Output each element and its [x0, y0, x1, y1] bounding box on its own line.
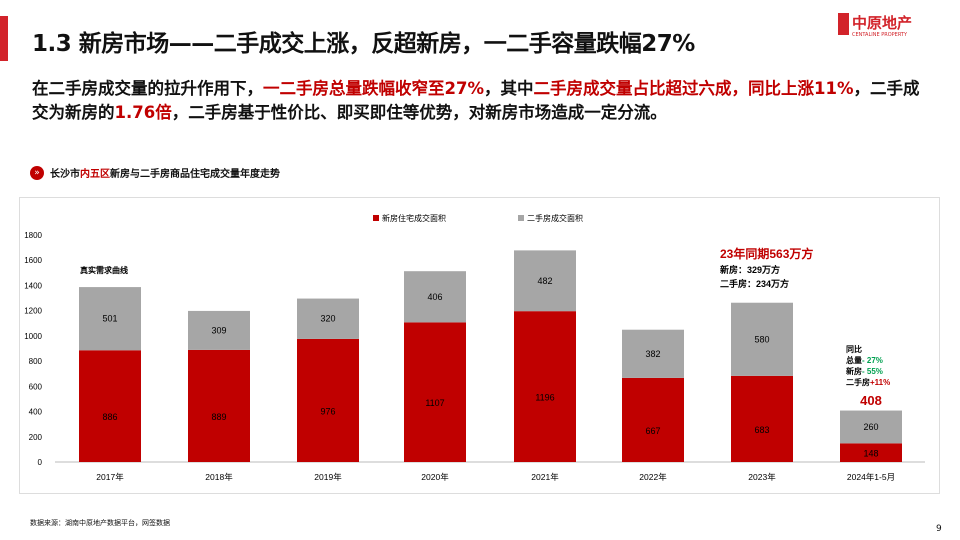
- bar-new: [188, 349, 250, 462]
- data-label-new: 1107: [425, 398, 444, 408]
- x-tick-label: 2021年: [531, 472, 559, 482]
- x-tick-label: 2017年: [96, 472, 124, 482]
- y-tick-label: 600: [29, 382, 43, 391]
- legend-label-new: 新房住宅成交面积: [382, 213, 446, 223]
- logo-seal-icon: [838, 12, 849, 35]
- bar-second: [188, 310, 250, 350]
- data-label-new: 667: [645, 426, 660, 436]
- x-tick-label: 2022年: [639, 472, 667, 482]
- bar-new: [840, 443, 902, 462]
- page-number: 9: [936, 524, 942, 534]
- data-label-new: 148: [863, 449, 878, 459]
- page-title: 1.3 新房市场——二手成交上涨，反超新房，一二手容量跌幅27%: [32, 31, 695, 57]
- bar-new: [297, 338, 359, 462]
- bar-new: [404, 322, 466, 462]
- centaline-logo: 中原地产 CENTALINE PROPERTY: [838, 12, 912, 38]
- x-tick-label: 2019年: [314, 472, 342, 482]
- legend-swatch-new: [373, 215, 379, 221]
- bar-second: [297, 298, 359, 339]
- bar-second: [79, 287, 141, 351]
- bar-second: [404, 271, 466, 323]
- data-label-second: 406: [427, 292, 442, 302]
- y-tick-label: 200: [29, 433, 43, 442]
- bar-new: [79, 350, 141, 462]
- same-period-total: 23年同期563万方: [720, 246, 813, 261]
- bar-new: [514, 311, 576, 462]
- data-label-second: 260: [863, 422, 878, 432]
- yoy-label: 同比: [846, 344, 862, 354]
- y-tick-label: 1600: [24, 256, 42, 265]
- yoy-row: 新房- 55%: [846, 366, 883, 376]
- data-source: 数据来源：湖南中原地产数据平台，网签数据: [30, 519, 170, 527]
- x-tick-label: 2018年: [205, 472, 233, 482]
- bar-second: [840, 410, 902, 444]
- x-tick-label: 2024年1-5月: [847, 472, 895, 482]
- bar-second: [731, 302, 793, 376]
- y-tick-label: 800: [29, 357, 43, 366]
- data-label-second: 320: [320, 314, 335, 324]
- legend-label-second: 二手房成交面积: [527, 213, 583, 223]
- chart-frame: [19, 197, 940, 494]
- data-label-new: 976: [320, 406, 335, 416]
- data-label-second: 501: [102, 314, 117, 324]
- data-label-second: 482: [537, 276, 552, 286]
- y-tick-label: 1400: [24, 281, 42, 290]
- y-tick-label: 1200: [24, 307, 42, 316]
- data-label-second: 580: [754, 334, 769, 344]
- y-tick-label: 1800: [24, 231, 42, 240]
- curve-label: 真实需求曲线: [80, 265, 128, 275]
- data-label-new: 889: [211, 412, 226, 422]
- data-label-new: 683: [754, 425, 769, 435]
- x-tick-label: 2020年: [421, 472, 449, 482]
- bar-new: [622, 377, 684, 462]
- yoy-row: 总量- 27%: [846, 355, 883, 365]
- x-tick-label: 2023年: [748, 472, 776, 482]
- total-2024-label: 408: [860, 393, 882, 408]
- yoy-row: 二手房+11%: [846, 377, 890, 387]
- same-period-new: 新房：329万方: [720, 264, 780, 275]
- bar-second: [514, 250, 576, 312]
- legend-swatch-second: [518, 215, 524, 221]
- same-period-second: 二手房：234万方: [720, 278, 789, 289]
- data-label-new: 886: [102, 412, 117, 422]
- y-tick-label: 1000: [24, 332, 42, 341]
- data-label-new: 1196: [535, 393, 554, 403]
- data-label-second: 382: [645, 349, 660, 359]
- y-tick-label: 0: [38, 458, 43, 467]
- bar-second: [622, 329, 684, 378]
- title-accent-bar: [0, 16, 8, 61]
- chart-subtitle: 长沙市内五区新房与二手房商品住宅成交量年度走势: [50, 169, 280, 180]
- double-chevron-icon: »: [30, 166, 44, 180]
- bar-new: [731, 375, 793, 462]
- summary-text: 在二手房成交量的拉升作用下，一二手房总量跌幅收窄至27%，其中二手房成交量占比超…: [32, 79, 920, 122]
- data-label-second: 309: [211, 325, 226, 335]
- y-tick-label: 400: [29, 408, 43, 417]
